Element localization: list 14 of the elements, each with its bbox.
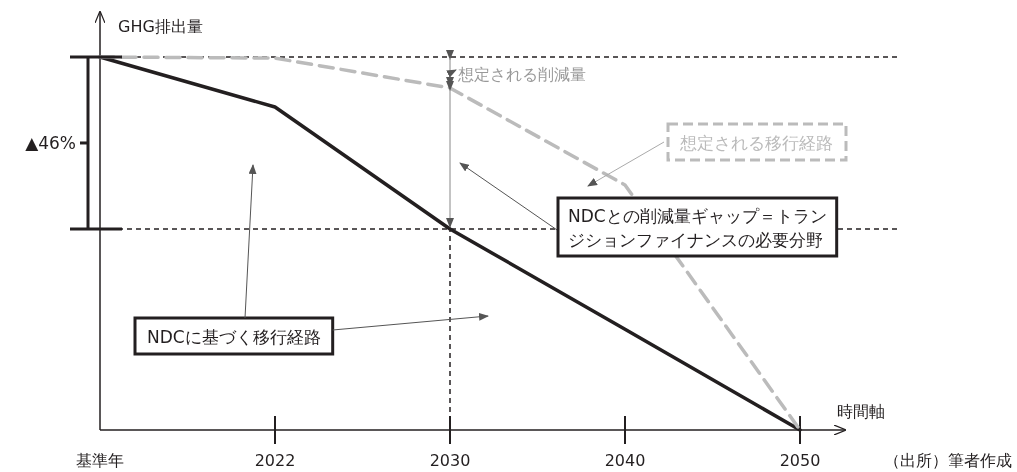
annotation: 想定される削減量 (446, 50, 586, 87)
series-label: 想定される移行経路 (666, 122, 848, 162)
x-tick-label: 基準年 (76, 451, 124, 470)
y-axis-title: GHG排出量 (118, 17, 203, 36)
annotation: NDCとの削減量ギャップ＝トランジションファイナンスの必要分野 (568, 206, 827, 250)
x-tick-label: 2040 (604, 451, 646, 470)
series-label: NDCに基づく移行経路 (133, 316, 335, 356)
x-tick-label: 2022 (254, 451, 296, 470)
annotation: 想定される削減量 (457, 65, 586, 84)
annotation: ▲46% (25, 55, 122, 231)
annotation: （出所）筆者作成 (884, 451, 1012, 470)
x-axis-title: 時間軸 (837, 402, 885, 421)
x-tick-label: 2030 (429, 451, 471, 470)
x-tick-label: 2050 (779, 451, 821, 470)
